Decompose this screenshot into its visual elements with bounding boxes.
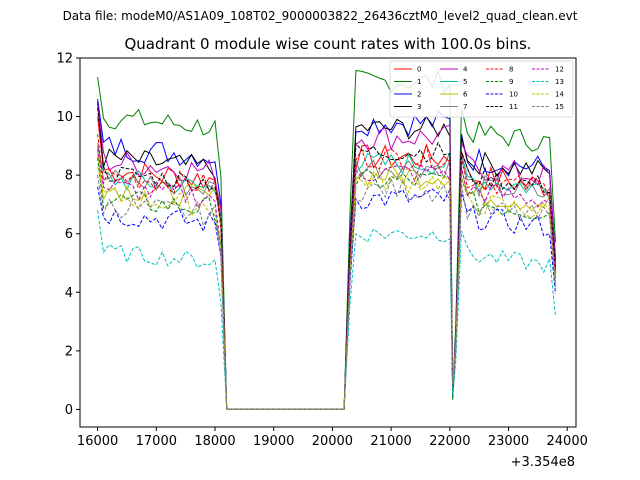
legend-label-1: 1 [417, 78, 421, 86]
x-axis: 16000 17000 18000 19000 20000 21000 22000 23000… [77, 427, 588, 449]
legend-label-7: 7 [463, 103, 467, 111]
x-tick-label: 21000 [370, 434, 411, 449]
y-tick-label: 10 [56, 110, 73, 125]
y-axis: 0 2 4 6 8 10 12 [56, 52, 80, 418]
legend-label-4: 4 [463, 66, 468, 74]
x-tick-label: 22000 [429, 434, 470, 449]
x-tick-label: 20000 [312, 434, 353, 449]
x-tick-label: 19000 [253, 434, 294, 449]
plot-frame [79, 57, 577, 428]
legend-label-8: 8 [509, 66, 513, 74]
series-line-10 [97, 186, 556, 410]
y-tick-label: 8 [65, 169, 73, 184]
legend-label-0: 0 [417, 66, 421, 74]
legend-label-11: 11 [509, 103, 518, 111]
legend-label-15: 15 [555, 103, 564, 111]
legend-box [389, 60, 574, 118]
legend-label-9: 9 [509, 78, 513, 86]
x-tick-label: 18000 [194, 434, 235, 449]
plot-background [80, 58, 576, 427]
legend-label-13: 13 [555, 78, 564, 86]
chart-title: Quadrant 0 module wise count rates with … [124, 35, 531, 53]
legend-label-2: 2 [417, 91, 421, 99]
y-tick-label: 4 [65, 286, 73, 301]
y-tick-label: 6 [65, 227, 73, 242]
x-tick-label: 17000 [136, 434, 177, 449]
x-tick-label: 23000 [488, 434, 529, 449]
legend-label-10: 10 [509, 91, 518, 99]
legend-label-5: 5 [463, 78, 467, 86]
x-tick-label: 24000 [547, 434, 588, 449]
y-tick-label: 0 [65, 403, 73, 418]
series-line-15 [97, 175, 556, 410]
y-tick-label: 12 [56, 52, 73, 67]
y-tick-label: 2 [65, 344, 73, 359]
x-axis-offset-label: +3.354e8 [511, 455, 575, 470]
legend-label-6: 6 [463, 91, 468, 99]
legend-label-3: 3 [417, 103, 421, 111]
x-tick-label: 16000 [77, 434, 118, 449]
legend-label-12: 12 [555, 66, 564, 74]
plot-area [79, 57, 577, 428]
legend-label-14: 14 [555, 91, 564, 99]
data-file-label: Data file: modeM0/AS1A09_108T02_90000038… [63, 9, 578, 23]
